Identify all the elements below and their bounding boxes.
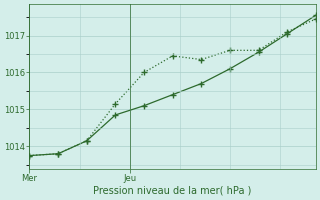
X-axis label: Pression niveau de la mer( hPa ): Pression niveau de la mer( hPa ) (93, 186, 252, 196)
